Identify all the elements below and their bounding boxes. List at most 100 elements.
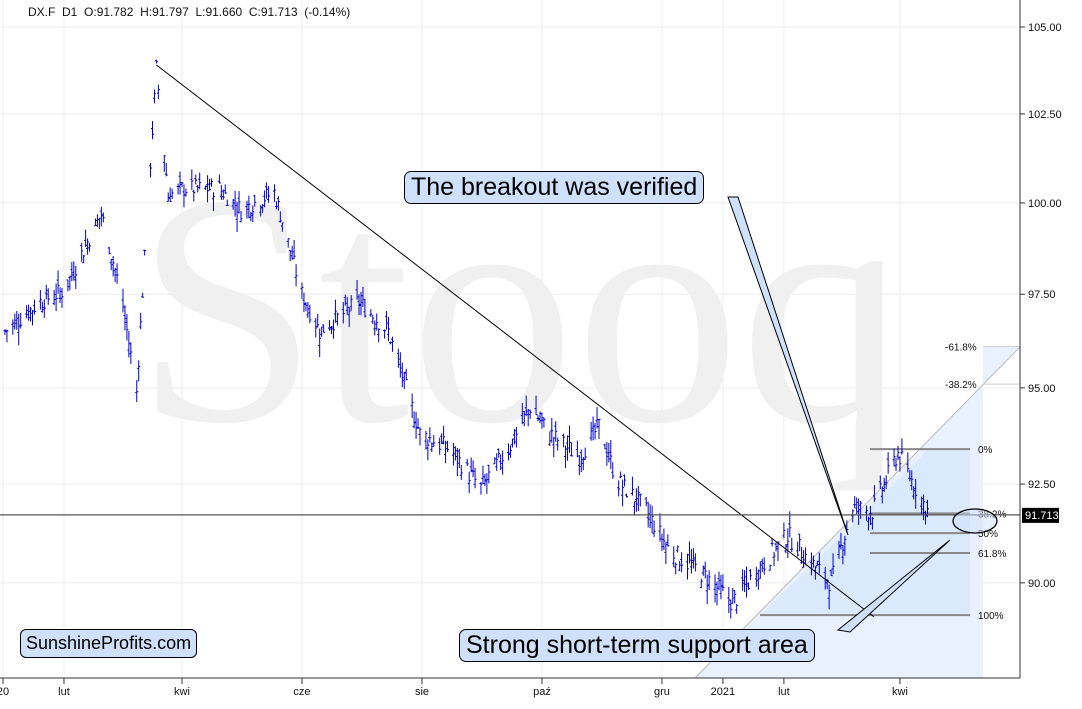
ohlc-bar [288, 249, 292, 262]
ohlc-bar [304, 302, 308, 312]
ohlc-bar [520, 403, 524, 425]
ohlc-bar [412, 411, 416, 429]
ohlc-bar [424, 430, 428, 450]
ohlc-bar [235, 201, 239, 233]
ohlc-bar [398, 352, 402, 378]
ohlc-bar [184, 188, 188, 197]
ohlc-bar [705, 574, 709, 605]
ohlc-bar [383, 329, 387, 339]
ohlc-bar [662, 528, 666, 550]
ohlc-bar [811, 555, 815, 568]
ohlc-bar [910, 470, 914, 491]
ohlc-bar [735, 603, 739, 614]
ohlc-bar [97, 217, 101, 230]
ohlc-bar [762, 557, 766, 575]
ohlc-bar [453, 446, 457, 461]
ohlc-bar [31, 309, 35, 326]
ohlc-bar [210, 178, 214, 187]
ohlc-bar [583, 447, 587, 461]
ohlc-bar [866, 516, 870, 531]
last-price-badge [1022, 507, 1059, 523]
ohlc-bar [906, 452, 910, 473]
trendline[interactable] [156, 64, 875, 618]
ohlc-bar [701, 565, 705, 576]
ohlc-bar [713, 574, 717, 603]
ohlc-bar [733, 590, 737, 604]
ohlc-bar [66, 279, 70, 292]
ohlc-bar [347, 307, 351, 327]
ohlc-bar [548, 431, 552, 447]
breakout-pointer [727, 196, 849, 536]
ohlc-bar [286, 238, 290, 248]
ohlc-bar [318, 328, 322, 357]
fib-label: 61.8% [978, 549, 1006, 560]
ohlc-bar [80, 242, 84, 262]
ohlc-bar [924, 510, 928, 525]
ohlc-bar [652, 520, 656, 537]
ohlc-bar [225, 199, 229, 207]
ohlc-bar [371, 314, 375, 324]
open-value: O:91.782 [84, 5, 134, 19]
ohlc-bar [689, 548, 693, 574]
ohlc-bar [400, 362, 404, 388]
ohlc-bar [786, 528, 790, 559]
ohlc-bar [471, 460, 475, 477]
ohlc-bar [680, 552, 684, 573]
ohlc-bar [152, 89, 156, 104]
ohlc-bar [550, 417, 554, 443]
ohlc-bar [428, 427, 432, 443]
x-tick-label: paź [533, 686, 551, 698]
ohlc-bar [717, 571, 721, 591]
ohlc-bar [727, 586, 731, 614]
ohlc-bar [343, 294, 347, 306]
ohlc-bar [306, 302, 310, 319]
y-tick-label: 105.00 [1028, 22, 1062, 34]
fib-label: 50% [978, 529, 998, 540]
ohlc-bar [115, 263, 119, 284]
ohlc-bar [170, 188, 174, 200]
symbol: DX.F [28, 5, 56, 19]
ohlc-bar [776, 541, 780, 561]
ohlc-bar [349, 295, 353, 311]
ohlc-bar [164, 162, 168, 177]
ohlc-bar [611, 462, 615, 479]
ohlc-bar [109, 259, 113, 271]
ohlc-bar [597, 418, 601, 440]
ohlc-bar [357, 294, 361, 316]
ohlc-bar [538, 411, 542, 424]
ohlc-bar [607, 442, 611, 463]
ohlc-bar [815, 560, 819, 567]
ohlc-bar [206, 175, 210, 203]
ohlc-bar [619, 471, 623, 479]
ohlc-bar [469, 457, 473, 473]
ohlc-bar [459, 465, 463, 480]
ohlc-bar [632, 501, 636, 516]
x-tick-label: kwi [174, 686, 190, 698]
ohlc-bar [859, 500, 863, 519]
ohlc-bar [772, 551, 776, 567]
ohlc-bar [388, 341, 392, 345]
interval: D1 [62, 5, 78, 19]
ohlc-bar [74, 265, 78, 289]
ohlc-bar [217, 174, 221, 184]
ohlc-bar [540, 412, 544, 429]
ohlc-bar [575, 440, 579, 458]
ohlc-bar [526, 408, 530, 427]
ohlc-bar [42, 299, 46, 318]
ohlc-bar [831, 553, 835, 575]
ohlc-bar [178, 171, 182, 195]
ohlc-bar [497, 448, 501, 458]
ohlc-bar [756, 569, 760, 590]
ohlc-bar [495, 453, 499, 471]
ohlc-bar [623, 474, 627, 487]
ohlc-bar [341, 302, 345, 324]
ohlc-bar [267, 186, 271, 203]
y-tick-label: 97.50 [1028, 289, 1056, 301]
ohlc-bar [72, 261, 76, 281]
ohlc-bar [314, 318, 318, 338]
ohlc-bar [603, 443, 607, 450]
ohlc-bar [636, 485, 640, 512]
ohlc-bar [44, 284, 48, 300]
ohlc-bar [569, 442, 573, 457]
